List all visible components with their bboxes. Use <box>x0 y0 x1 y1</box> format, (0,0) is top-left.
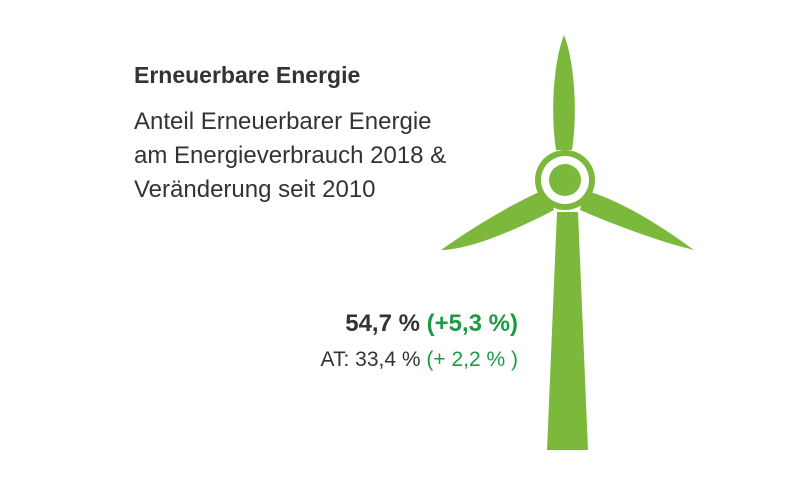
subtitle: Anteil Erneuerbarer Energie am Energieve… <box>134 105 446 207</box>
comparison-value: AT: 33,4 % (+ 2,2 % ) <box>321 348 518 372</box>
title: Erneuerbare Energie <box>134 62 361 88</box>
comparison-change: (+ 2,2 % ) <box>426 348 518 371</box>
subtitle-line: am Energieverbrauch 2018 & <box>134 142 447 169</box>
main-change: (+5,3 %) <box>426 310 518 337</box>
main-value: 54,7 % (+5,3 %) <box>345 310 518 338</box>
turbine-tower <box>547 212 588 450</box>
turbine-hub <box>549 164 581 196</box>
main-share: 54,7 % <box>345 310 420 337</box>
comparison-share: AT: 33,4 % <box>320 348 421 371</box>
subtitle-line: Veränderung seit 2010 <box>134 176 376 203</box>
subtitle-line: Anteil Erneuerbarer Energie <box>134 108 432 135</box>
turbine-blade-top <box>553 35 575 150</box>
turbine-blade-left <box>441 188 554 250</box>
turbine-blade-right <box>580 190 694 250</box>
